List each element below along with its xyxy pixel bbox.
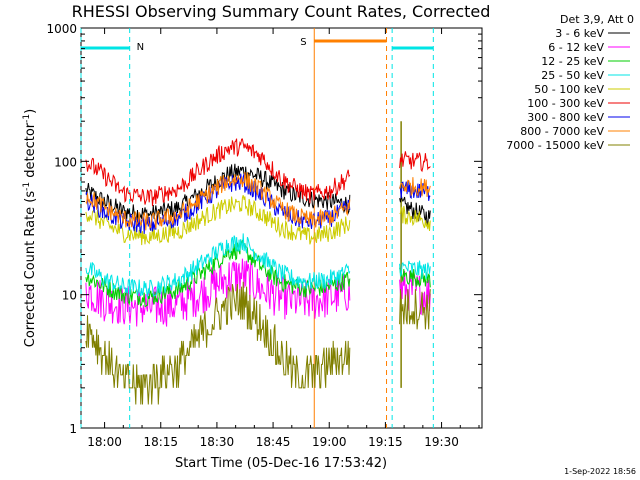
series-line: [399, 260, 431, 280]
legend-title: Det 3,9, Att 0: [560, 13, 634, 26]
legend-label: 7000 - 15000 keV: [506, 139, 604, 152]
x-tick-label: 19:30: [424, 435, 459, 449]
series-line: [399, 267, 431, 288]
x-tick-label: 18:00: [87, 435, 122, 449]
y-axis-label-part: detector: [23, 122, 38, 182]
x-tick-label: 18:15: [143, 435, 178, 449]
legend-label: 100 - 300 keV: [527, 97, 604, 110]
y-axis-label-part: ): [23, 109, 38, 114]
saa-interval-label: S: [300, 37, 306, 48]
series-line: [85, 195, 351, 246]
y-axis-label-part: Corrected Count Rate (s: [23, 191, 38, 348]
chart-title: RHESSI Observing Summary Count Rates, Co…: [72, 2, 491, 21]
y-tick-label: 1000: [46, 22, 77, 36]
series-lines: [85, 138, 431, 405]
y-tick-label: 10: [62, 289, 77, 303]
series-line: [85, 171, 351, 231]
y-axis-label-sup: -1: [22, 182, 32, 191]
legend-label: 300 - 800 keV: [527, 111, 604, 124]
series-line: [85, 138, 351, 207]
series-line: [399, 289, 431, 330]
series-line: [399, 177, 431, 197]
x-axis: 18:00 18:15 18:30 18:45 19:00 19:15 19:30: [87, 28, 480, 449]
legend-label: 25 - 50 keV: [541, 69, 604, 82]
series-line: [85, 239, 351, 307]
y-tick-label: 1: [69, 422, 77, 436]
series-line: [399, 195, 431, 227]
legend-label: 50 - 100 keV: [534, 83, 604, 96]
series-line: [399, 205, 431, 232]
y-axis-label: Corrected Count Rate (s-1 detector-1): [22, 109, 38, 347]
y-axis-label-sup: -1: [22, 114, 32, 123]
series-line: [85, 233, 351, 298]
x-tick-label: 18:30: [200, 435, 235, 449]
x-tick-label: 18:45: [256, 435, 291, 449]
x-axis-label: Start Time (05-Dec-16 17:53:42): [175, 456, 387, 471]
legend-label: 12 - 25 keV: [541, 55, 604, 68]
footer-date: 1-Sep-2022 18:56: [564, 467, 636, 476]
y-axis: 1 10 100 1000: [46, 22, 482, 436]
series-line: [85, 281, 351, 405]
x-tick-label: 19:00: [312, 435, 347, 449]
series-line: [399, 151, 431, 173]
legend-label: 800 - 7000 keV: [520, 125, 604, 138]
legend-label: 3 - 6 keV: [555, 27, 604, 40]
x-tick-label: 19:15: [368, 435, 403, 449]
y-tick-label: 100: [54, 155, 77, 169]
night-interval-label: N: [137, 42, 144, 53]
legend-label: 6 - 12 keV: [548, 41, 604, 54]
